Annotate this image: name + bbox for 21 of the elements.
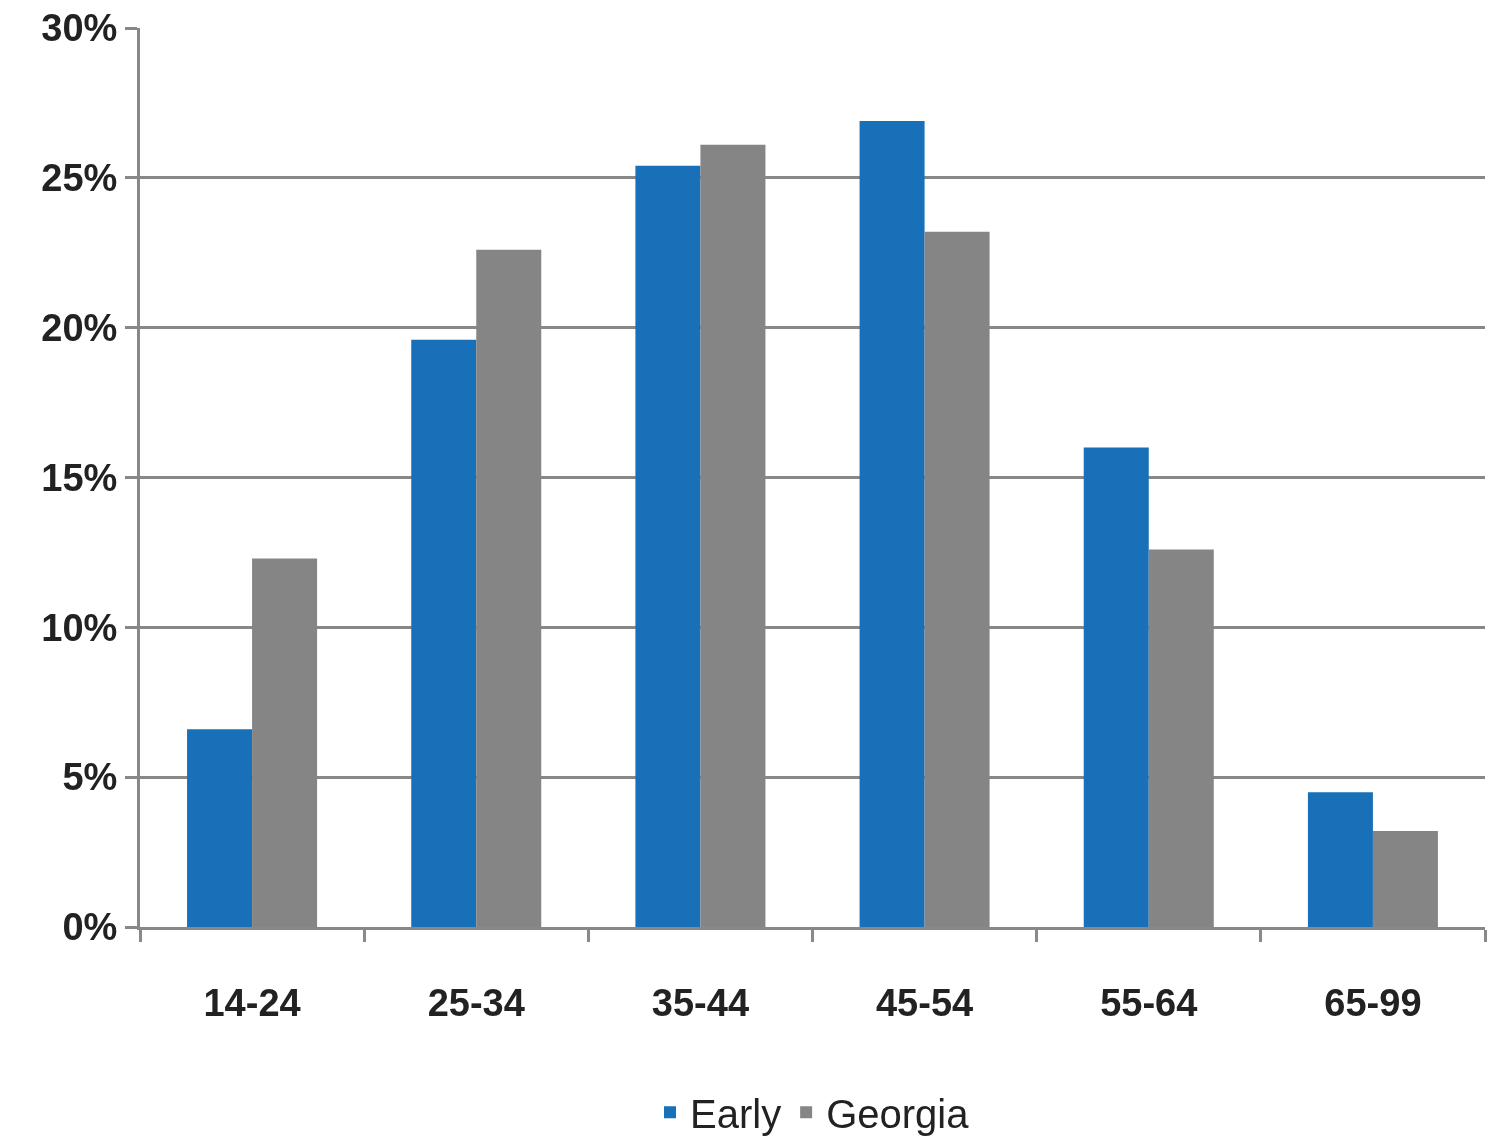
bar	[1083, 447, 1149, 927]
y-tick-label: 15%	[41, 456, 118, 499]
bar	[859, 120, 925, 927]
bar	[411, 339, 477, 927]
y-tick-label: 25%	[41, 157, 118, 200]
x-tick-label: 35-44	[651, 981, 750, 1024]
y-tick-label: 10%	[41, 606, 118, 649]
legend-label: Georgia	[826, 1091, 970, 1136]
bar	[635, 165, 701, 927]
legend-label: Early	[690, 1091, 782, 1136]
x-tick-label: 14-24	[203, 981, 301, 1024]
x-tick-label: 55-64	[1100, 981, 1198, 1024]
x-tick-label: 65-99	[1324, 981, 1422, 1024]
x-tick-label: 25-34	[427, 981, 525, 1024]
y-tick-label: 20%	[41, 306, 118, 349]
y-tick-label: 30%	[41, 7, 118, 50]
bar	[187, 729, 253, 927]
y-tick-label: 0%	[62, 906, 118, 949]
x-tick-label: 45-54	[875, 981, 974, 1024]
bar	[1307, 792, 1373, 927]
y-tick-label: 5%	[62, 756, 118, 799]
